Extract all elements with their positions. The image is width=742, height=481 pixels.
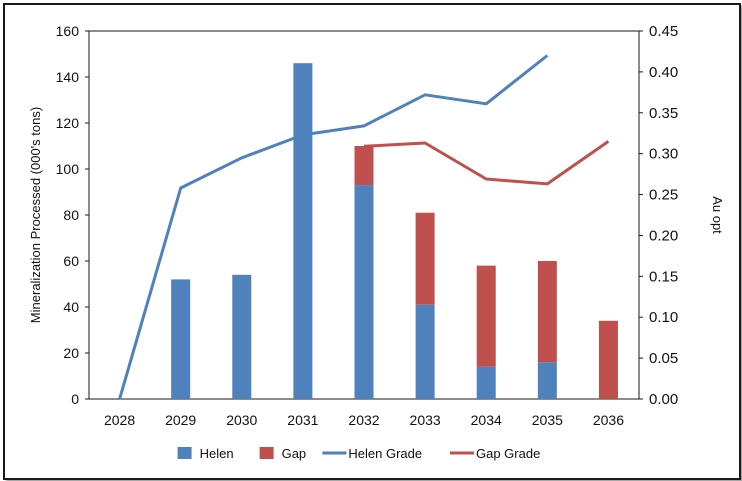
x-tick-label: 2036 [593,412,624,428]
y-axis-label-right: Au opt [710,196,725,234]
legend-label-gap: Gap [282,446,307,461]
y-tick-label-right: 0.25 [649,187,678,204]
y-tick-label-left: 0 [71,391,79,407]
bar-helen-2030 [232,274,252,399]
y-tick-label-right: 0.05 [649,350,678,367]
legend-label-gap-grade: Gap Grade [476,446,540,461]
bar-gap-2036 [598,320,618,399]
y-tick-label-right: 0.00 [649,391,678,408]
line-gap-grade [363,140,610,186]
bar-helen-2034 [476,366,496,399]
bar-gap-2033 [415,212,435,305]
y-tick-label-right: 0.30 [649,146,678,163]
x-tick-label: 2030 [226,412,257,428]
y-tick-label-right: 0.20 [649,227,678,244]
x-tick-label: 2029 [165,412,196,428]
x-tick-label: 2032 [348,412,379,428]
lines [118,54,610,400]
bar-gap-2034 [476,265,496,367]
y-ticks-right: 0.00 0.05 0.10 0.15 0.20 0.25 0.30 0.35 0.40 0.45 [639,23,678,408]
bar-gap-2035 [537,261,557,363]
x-tick-label: 2028 [104,412,135,428]
bar-helen-2033 [415,304,435,399]
y-tick-label-right: 0.15 [649,268,678,285]
legend-swatch-gap [259,447,274,459]
y-ticks-left: 0 20 40 60 80 100 120 140 160 [56,23,89,407]
y-tick-label-right: 0.35 [649,105,678,122]
x-tick-label: 2033 [410,412,441,428]
bar-gap-2032 [354,146,374,186]
legend-label-helen: Helen [200,446,234,461]
y-tick-label-left: 20 [63,345,79,361]
y-tick-label-left: 120 [56,115,80,131]
y-tick-label-left: 60 [63,253,79,269]
bars [171,63,618,399]
x-tick-label: 2035 [532,412,563,428]
x-tick-label: 2031 [287,412,318,428]
y-tick-label-left: 100 [56,161,80,177]
y-tick-label-left: 80 [63,207,79,223]
x-tick-label: 2034 [471,412,502,428]
chart-frame: 0 20 40 60 80 100 120 140 160 0.00 0.05 0.10 0.15 0.… [3,3,741,480]
legend-swatch-helen [177,447,192,459]
y-axis-label-left: Mineralization Processed (000's tons) [28,107,43,323]
y-tick-label-right: 0.40 [649,64,678,81]
line-helen-grade [118,54,549,400]
legend-label-helen-grade: Helen Grade [348,446,422,461]
y-tick-label-right: 0.10 [649,309,678,326]
bar-helen-2031 [293,63,313,399]
y-tick-label-left: 160 [56,23,80,39]
legend: Helen Gap Helen Grade Gap Grade [177,446,540,461]
y-tick-label-left: 40 [63,299,79,315]
x-ticks: 2028 2029 2030 2031 2032 2033 2034 2035 2036 [104,412,624,428]
bar-helen-2029 [171,279,191,399]
y-tick-label-left: 140 [56,69,80,85]
bar-helen-2035 [537,362,557,399]
bar-helen-2032 [354,185,374,399]
y-tick-label-right: 0.45 [649,23,678,40]
